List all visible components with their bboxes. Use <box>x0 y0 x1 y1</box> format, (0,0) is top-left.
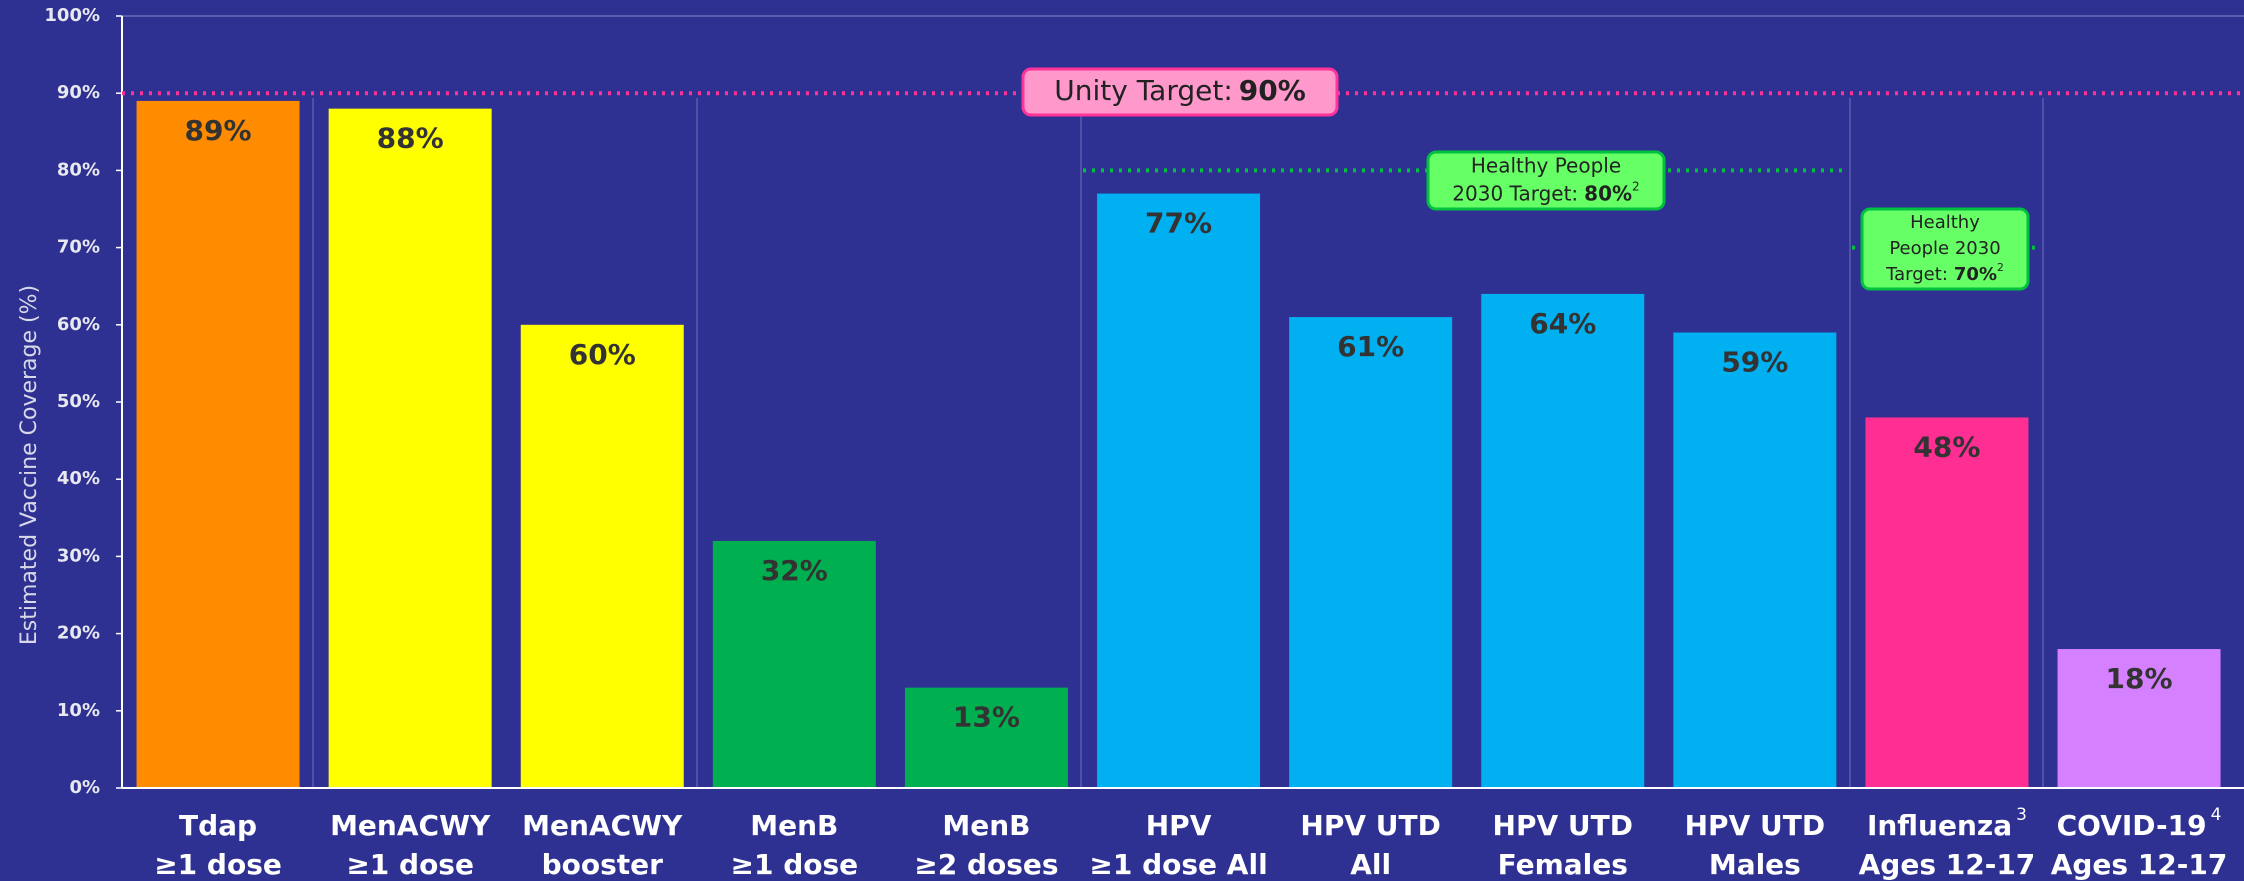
x-tick-sublabel: All <box>1350 848 1391 881</box>
reference-label: Unity Target: 90% <box>1054 74 1306 107</box>
x-tick-sublabel: ≥1 dose <box>731 848 859 881</box>
x-tick-label: HPV UTD <box>1300 809 1440 842</box>
value-label: 13% <box>953 701 1020 734</box>
reference-label: Healthy <box>1910 212 1980 233</box>
reference-box <box>1860 207 2030 291</box>
value-label: 48% <box>1913 430 1980 463</box>
x-tick-label: Influenza 3 <box>1867 805 2027 842</box>
x-tick-sublabel: Ages 12-17 <box>1859 848 2036 881</box>
x-tick-sublabel: booster <box>542 848 664 881</box>
category-superscript: 4 <box>2211 805 2222 825</box>
y-tick-label: 80% <box>57 159 100 180</box>
y-tick-label: 90% <box>57 82 100 103</box>
bar <box>136 100 300 789</box>
bar <box>1481 293 1645 788</box>
x-tick-sublabel: Females <box>1498 848 1628 881</box>
reference-label: Healthy People <box>1471 153 1621 177</box>
x-tick-label: MenB <box>750 809 838 842</box>
category: MenB <box>942 809 1030 842</box>
x-tick-label: HPV UTD <box>1493 809 1633 842</box>
x-tick-label: HPV <box>1146 809 1212 842</box>
y-axis-label: Estimated Vaccine Coverage (%) <box>17 285 42 645</box>
group-separators <box>312 98 2044 788</box>
value-label: 32% <box>761 554 828 587</box>
x-tick-label: MenACWY <box>522 809 683 842</box>
y-tick-label: 0% <box>69 777 100 798</box>
y-tick-label: 30% <box>57 545 100 566</box>
reference-text: Healthy <box>1910 212 1980 233</box>
reference-text: Unity Target: <box>1054 74 1233 107</box>
reference-box <box>1021 67 1339 117</box>
category: HPV <box>1146 809 1212 842</box>
x-tick-sublabel: Males <box>1709 848 1801 881</box>
bar <box>1097 193 1261 788</box>
reference-text: People 2030 <box>1889 238 2000 259</box>
reference-label: People 2030 <box>1889 238 2000 259</box>
bar <box>1865 417 2029 788</box>
reference-value: 80% <box>1584 181 1632 205</box>
category: MenACWY <box>330 809 491 842</box>
category: Influenza <box>1867 809 2012 842</box>
bar <box>1673 332 1837 788</box>
value-label: 61% <box>1337 330 1404 363</box>
value-label: 64% <box>1529 307 1596 340</box>
bar <box>712 540 876 788</box>
category: HPV UTD <box>1685 809 1825 842</box>
value-label: 60% <box>569 338 636 371</box>
value-label: 77% <box>1145 207 1212 240</box>
reference-text: Target: <box>1885 264 1948 285</box>
bar <box>904 687 1068 788</box>
bar <box>1289 317 1453 788</box>
x-tick-label: Tdap <box>179 809 257 842</box>
category: HPV UTD <box>1300 809 1440 842</box>
value-label: 88% <box>377 122 444 155</box>
reference-note: 2 <box>1632 179 1640 193</box>
x-tick-label: HPV UTD <box>1685 809 1825 842</box>
y-tick-label: 70% <box>57 237 100 258</box>
x-tick-sublabel: ≥1 dose <box>154 848 282 881</box>
x-tick-sublabel: ≥1 dose <box>346 848 474 881</box>
reference-value: 90% <box>1239 74 1306 107</box>
x-tick-sublabel: ≥1 dose All <box>1089 848 1267 881</box>
value-label: 89% <box>185 114 252 147</box>
reference-label: Target: 70%2 <box>1885 261 2004 285</box>
y-tick-label: 10% <box>57 700 100 721</box>
value-label: 18% <box>2106 662 2173 695</box>
reference-text: Healthy People <box>1471 153 1621 177</box>
value-label: 59% <box>1721 346 1788 379</box>
reference-label: 2030 Target: 80%2 <box>1452 179 1639 205</box>
y-tick-label: 50% <box>57 391 100 412</box>
x-tick-label: COVID-19 4 <box>2057 805 2222 842</box>
x-tick-sublabel: ≥2 doses <box>914 848 1058 881</box>
reference-box <box>1426 150 1666 211</box>
category: COVID-19 <box>2057 809 2207 842</box>
category: MenACWY <box>522 809 683 842</box>
reference-value: 70% <box>1954 264 1997 285</box>
y-tick-label: 40% <box>57 468 100 489</box>
y-tick-label: 100% <box>44 5 100 26</box>
category-superscript: 3 <box>2016 805 2027 825</box>
y-tick-label: 60% <box>57 314 100 335</box>
y-tick-label: 20% <box>57 623 100 644</box>
bar <box>2057 649 2221 788</box>
bar <box>328 108 492 788</box>
x-tick-label: MenB <box>942 809 1030 842</box>
x-tick-sublabel: Ages 12-17 <box>2051 848 2228 881</box>
reference-note: 2 <box>1997 261 2004 274</box>
x-tick-label: MenACWY <box>330 809 491 842</box>
category: MenB <box>750 809 838 842</box>
reference-text: 2030 Target: <box>1452 181 1578 205</box>
category: Tdap <box>179 809 257 842</box>
bar <box>520 324 684 788</box>
category: HPV UTD <box>1493 809 1633 842</box>
